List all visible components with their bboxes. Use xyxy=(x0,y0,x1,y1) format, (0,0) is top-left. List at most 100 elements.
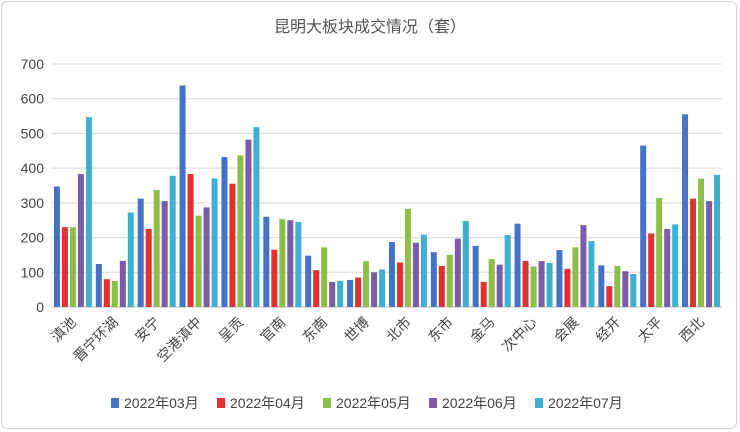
legend-label: 2022年06月 xyxy=(442,395,517,411)
bar xyxy=(672,224,679,307)
bar xyxy=(664,228,671,307)
legend-label: 2022年07月 xyxy=(548,395,623,411)
bar xyxy=(454,238,461,307)
bar xyxy=(496,264,503,307)
chart-title: 昆明大板块成交情况（套） xyxy=(274,17,466,36)
bar xyxy=(69,227,76,307)
bar xyxy=(504,235,511,307)
legend-swatch xyxy=(323,398,331,408)
bar xyxy=(446,254,453,307)
bar xyxy=(556,250,563,307)
bar xyxy=(187,174,194,307)
legend-swatch xyxy=(111,398,119,408)
x-category-label: 世博 xyxy=(341,314,373,346)
bar xyxy=(538,261,545,307)
bar xyxy=(530,266,537,307)
legend-label: 2022年05月 xyxy=(336,395,411,411)
bar xyxy=(53,186,60,307)
bar xyxy=(472,245,479,307)
bar xyxy=(245,139,252,307)
bar xyxy=(371,272,378,307)
bar xyxy=(648,233,655,307)
y-tick-label: 400 xyxy=(21,160,45,176)
bar xyxy=(279,219,286,307)
legend-swatch xyxy=(535,398,543,408)
y-tick-label: 500 xyxy=(21,125,45,141)
legend: 2022年03月 2022年04月 2022年05月 2022年06月 2022年07月 xyxy=(111,395,623,411)
bar xyxy=(430,252,437,307)
legend-swatch xyxy=(217,398,225,408)
bar xyxy=(61,227,68,307)
bar xyxy=(237,155,244,307)
bar xyxy=(640,145,647,307)
x-category-label: 次中心 xyxy=(499,315,540,356)
x-category-label: 会展 xyxy=(551,315,582,346)
x-category-label: 空港滇中 xyxy=(154,315,205,366)
bar xyxy=(229,183,236,307)
bar xyxy=(388,242,395,307)
bar xyxy=(305,255,312,307)
bar xyxy=(355,277,362,307)
bar xyxy=(606,286,613,307)
bar xyxy=(153,190,160,307)
bars xyxy=(53,85,721,308)
bar xyxy=(111,280,118,307)
legend-label: 2022年03月 xyxy=(124,395,199,411)
bar xyxy=(287,220,294,307)
bar xyxy=(221,157,228,307)
bar xyxy=(546,262,553,307)
bar xyxy=(313,270,320,307)
bar xyxy=(103,279,110,307)
bar xyxy=(514,223,521,307)
bar xyxy=(271,249,278,307)
y-tick-label: 700 xyxy=(21,56,45,72)
grid-lines xyxy=(52,63,722,308)
bar xyxy=(690,198,697,307)
bar xyxy=(169,175,176,307)
bar xyxy=(145,228,152,307)
bar xyxy=(379,269,386,307)
bar xyxy=(95,263,102,307)
bar xyxy=(119,260,126,307)
bar xyxy=(127,212,134,307)
bar xyxy=(263,216,270,307)
bar xyxy=(656,197,663,307)
x-category-label: 经开 xyxy=(593,315,624,346)
bar xyxy=(572,247,579,307)
x-category-label: 东南 xyxy=(300,315,331,346)
y-tick-label: 600 xyxy=(21,91,45,107)
bar xyxy=(412,242,419,307)
x-category-label: 太平 xyxy=(635,315,666,346)
y-tick-label: 100 xyxy=(21,264,45,280)
x-category-label: 安宁 xyxy=(132,314,164,346)
bar xyxy=(295,221,302,307)
bar xyxy=(85,117,92,307)
bar xyxy=(179,85,186,307)
bar xyxy=(347,279,354,307)
y-tick-label: 300 xyxy=(21,195,45,211)
bar xyxy=(211,178,218,307)
bar xyxy=(682,114,689,307)
x-category-label: 北市 xyxy=(383,314,415,346)
bar xyxy=(337,280,344,307)
bar xyxy=(622,271,629,307)
y-axis-ticks: 0 100 200 300 400 500 600 700 xyxy=(21,56,45,315)
x-category-label: 晋宁环湖 xyxy=(70,314,122,366)
bar xyxy=(363,261,370,307)
bar xyxy=(488,259,495,307)
bar xyxy=(698,178,705,307)
x-category-label: 官南 xyxy=(258,315,289,346)
y-tick-label: 200 xyxy=(21,230,45,246)
legend-swatch xyxy=(429,398,437,408)
bar xyxy=(598,265,605,307)
y-tick-label: 0 xyxy=(36,299,44,315)
bar xyxy=(195,215,202,307)
bar xyxy=(614,266,621,307)
x-category-label: 西北 xyxy=(677,315,708,346)
bar xyxy=(480,282,487,307)
bar xyxy=(203,207,210,307)
bar xyxy=(329,282,336,307)
bar xyxy=(404,208,411,307)
x-category-label: 呈贡 xyxy=(216,315,247,346)
